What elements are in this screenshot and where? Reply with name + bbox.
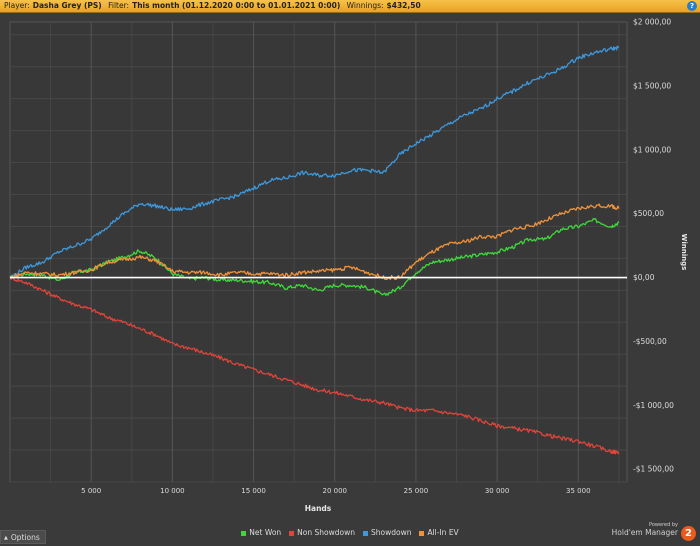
legend-label: Non Showdown	[297, 528, 355, 537]
y-axis-title: Winnings	[680, 234, 688, 271]
winnings-graph: $2 000,00 $1 500,00 $1 000,00 $500,00 $0,00 -…	[9, 18, 688, 513]
series-line-non-showdown	[9, 276, 620, 455]
y-tick-label: $0,00	[633, 273, 655, 282]
y-tick-label: -$1 500,00	[633, 465, 674, 474]
legend-label: Net Won	[249, 528, 282, 537]
player-label: Player:	[4, 1, 30, 10]
y-tick-labels: $2 000,00 $1 500,00 $1 000,00 $500,00 $0,00 -…	[633, 18, 674, 474]
options-button[interactable]: ▲ Options	[0, 530, 46, 544]
x-axis-title: Hands	[305, 504, 332, 513]
brand-block: Powered by Hold'em Manager	[612, 522, 678, 538]
y-tick-label: -$1 000,00	[633, 401, 674, 410]
grid-lines	[10, 22, 627, 483]
legend-item[interactable]: Net Won	[241, 528, 281, 537]
legend-swatch-icon	[289, 530, 295, 536]
help-icon[interactable]: ?	[687, 1, 697, 11]
player-value: Dasha Grey (PS)	[32, 1, 102, 10]
x-tick-label: 15 000	[241, 487, 266, 495]
chart-legend: Net Won Non Showdown Showdown All-In EV	[0, 528, 700, 537]
plot-area	[9, 21, 628, 483]
legend-item[interactable]: All-In EV	[419, 528, 459, 537]
winnings-value: $432,50	[386, 1, 421, 10]
series-line-showdown	[9, 45, 620, 279]
x-tick-label: 25 000	[404, 487, 429, 495]
x-tick-label: 20 000	[322, 487, 347, 495]
y-tick-label: $500,00	[633, 209, 664, 218]
x-tick-labels: 5 000 10 000 15 000 20 000 25 000 30 000 35 00…	[81, 487, 590, 495]
legend-swatch-icon	[362, 530, 368, 536]
x-tick-label: 5 000	[81, 487, 101, 495]
y-tick-label: -$500,00	[633, 337, 667, 346]
legend-item[interactable]: Showdown	[362, 528, 412, 537]
winnings-label: Winnings:	[346, 1, 384, 10]
y-tick-label: $1 000,00	[633, 145, 671, 154]
y-tick-label: $2 000,00	[633, 18, 671, 27]
report-header-bar: Player: Dasha Grey (PS) Filter: This month…	[0, 0, 700, 13]
filter-value[interactable]: This month (01.12.2020 0:00 to 01.01.202…	[132, 1, 341, 10]
x-tick-label: 35 000	[566, 487, 591, 495]
x-tick-label: 10 000	[160, 487, 185, 495]
series-line-all-in-ev	[9, 203, 620, 281]
legend-label: Showdown	[370, 528, 412, 537]
x-tick-label: 30 000	[485, 487, 510, 495]
brand-logo-icon: 2	[681, 526, 696, 541]
legend-swatch-icon	[241, 530, 247, 536]
filter-label: Filter:	[108, 1, 130, 10]
expand-arrow-icon: ▲	[4, 535, 8, 541]
options-label: Options	[10, 533, 40, 542]
legend-item[interactable]: Non Showdown	[289, 528, 355, 537]
y-tick-label: $1 500,00	[633, 81, 671, 90]
legend-label: All-In EV	[427, 528, 459, 537]
powered-by-text: Powered by	[649, 522, 678, 528]
legend-swatch-icon	[419, 530, 425, 536]
brand-name: Hold'em Manager	[611, 528, 678, 537]
series-lines	[9, 45, 620, 455]
